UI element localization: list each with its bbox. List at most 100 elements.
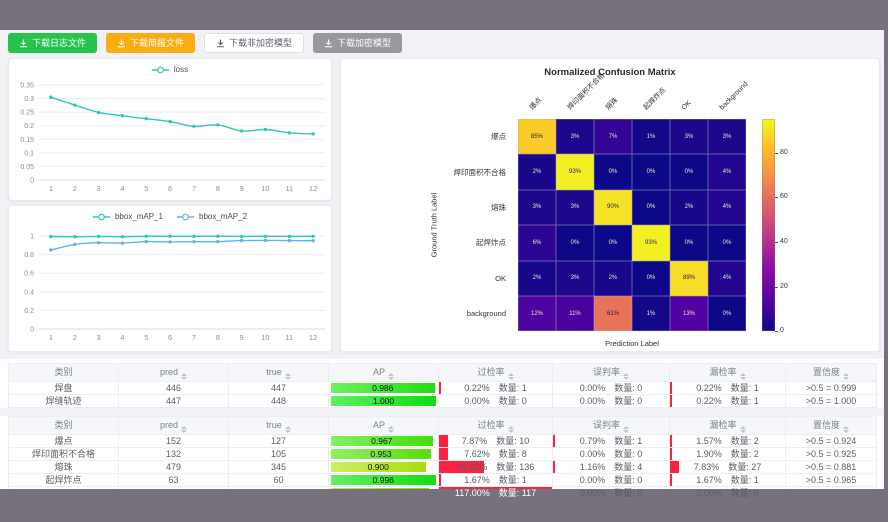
- ap-value: 0.986: [372, 383, 394, 393]
- column-header-置信度[interactable]: 置信度: [785, 363, 877, 382]
- matrix-cell-value: 11%: [569, 310, 581, 317]
- over-detection-rate-text: 0.00% 数量: 0: [464, 396, 527, 406]
- matrix-cell-value: 2%: [532, 169, 542, 176]
- svg-text:2: 2: [73, 184, 77, 193]
- metrics-section: 类别 pred true AP 过检率 误判率 漏检率 置信度 焊盘 446 447 0.986 0.2…: [0, 359, 884, 500]
- legend-label: bbox_mAP_2: [199, 212, 248, 221]
- ap-cell: 0.953: [328, 447, 439, 461]
- pred-cell: 446: [118, 381, 229, 395]
- bbox-map-chart-card: bbox_mAP_1 bbox_mAP_2 0 0.2 0.4 0.6 0.8 1 1 2 3 4 5 6…: [8, 205, 332, 352]
- column-header-误判率[interactable]: 误判率: [552, 363, 670, 382]
- colorbar-tick-mark: [775, 286, 778, 288]
- matrix-cell: 3%: [670, 119, 708, 155]
- over-detection-rate-text: 0.22% 数量: 1: [464, 383, 527, 393]
- sort-carets-icon[interactable]: [388, 373, 394, 380]
- svg-text:3: 3: [97, 184, 101, 193]
- ap-bar-fill: [331, 396, 436, 406]
- legend-item-loss[interactable]: loss: [151, 65, 188, 74]
- legend-line-icon: [151, 66, 169, 73]
- legend-item-bbox_mAP_2[interactable]: bbox_mAP_2: [177, 212, 247, 221]
- sort-carets-icon[interactable]: [284, 373, 291, 380]
- matrix-cell-value: 4%: [722, 204, 732, 211]
- row-label-焊印面积不合格: 焊印面积不合格: [453, 167, 507, 177]
- svg-text:0.15: 0.15: [20, 137, 34, 144]
- svg-text:0.6: 0.6: [24, 271, 34, 278]
- download-unencrypted-model-button[interactable]: 下载非加密模型: [204, 33, 305, 53]
- svg-text:10: 10: [261, 333, 269, 342]
- matrix-cell: 61%: [594, 296, 632, 332]
- download-report-button[interactable]: 下载简报文件: [106, 33, 196, 53]
- column-header-true[interactable]: true: [228, 416, 329, 435]
- pred-cell: 152: [118, 434, 229, 448]
- row-label-起焊炸点: 起焊炸点: [476, 238, 506, 248]
- matrix-cell: 2%: [670, 189, 708, 226]
- download-report-label: 下载简报文件: [130, 38, 185, 48]
- matrix-cell: 1%: [632, 119, 670, 155]
- sort-carets-icon[interactable]: [507, 373, 514, 380]
- table-row: 熔珠 479 345 0.900 39.42% 数量: 136 1.16% 数量: 4 7.83…: [8, 460, 877, 474]
- column-header-AP[interactable]: AP: [328, 416, 439, 435]
- column-header-AP[interactable]: AP: [328, 363, 439, 382]
- over-detection-rate-cell: 0.00% 数量: 0: [438, 394, 553, 408]
- sort-carets-icon[interactable]: [739, 373, 746, 380]
- svg-text:3: 3: [97, 333, 101, 342]
- confidence-cell: >0.5 = 0.924: [785, 434, 877, 448]
- legend-item-bbox_mAP_1[interactable]: bbox_mAP_1: [92, 212, 163, 221]
- over-detection-rate-bar: [439, 448, 448, 460]
- matrix-cell: 3%: [556, 260, 594, 296]
- over-detection-rate-bar: [439, 474, 441, 486]
- colorbar-tick-label: 20: [780, 282, 788, 290]
- sort-carets-icon[interactable]: [623, 373, 629, 380]
- legend-line-icon: [177, 213, 194, 220]
- sort-carets-icon[interactable]: [507, 426, 514, 433]
- sort-carets-icon[interactable]: [843, 426, 849, 433]
- sort-carets-icon[interactable]: [739, 426, 746, 433]
- matrix-cell: 2%: [518, 260, 556, 296]
- ap-bar-track: 0.996: [331, 475, 436, 485]
- sort-carets-icon[interactable]: [181, 373, 187, 380]
- true-cell: 105: [228, 447, 329, 461]
- pred-cell: 63: [118, 473, 229, 487]
- matrix-cell-value: 0%: [722, 310, 732, 317]
- pred-cell: 447: [118, 394, 229, 408]
- svg-text:0.1: 0.1: [24, 150, 34, 157]
- confidence-cell: >0.5 = 0.881: [785, 460, 877, 474]
- column-header-过检率[interactable]: 过检率: [438, 363, 553, 382]
- sort-carets-icon[interactable]: [388, 426, 394, 433]
- table-group-1: 类别 pred true AP 过检率 误判率 漏检率 置信度 焊盘 446 447 0.986 0.2…: [0, 363, 884, 408]
- colorbar: [762, 119, 775, 332]
- class-name-cell: 起焊炸点: [8, 473, 119, 487]
- download-encrypted-model-label: 下载加密模型: [337, 38, 392, 48]
- true-cell: 127: [228, 434, 329, 448]
- over-detection-rate-text: 117.00% 数量: 117: [454, 488, 537, 498]
- sort-carets-icon[interactable]: [181, 426, 187, 433]
- column-header-置信度[interactable]: 置信度: [785, 416, 877, 435]
- column-header-漏检率[interactable]: 漏检率: [669, 363, 786, 382]
- column-header-误判率[interactable]: 误判率: [552, 416, 670, 435]
- ap-bar-fill: [331, 462, 426, 472]
- download-log-button[interactable]: 下载日志文件: [8, 33, 98, 53]
- sort-carets-icon[interactable]: [284, 426, 291, 433]
- ap-bar-fill: [331, 436, 433, 446]
- matrix-cell-value: 7%: [608, 133, 618, 140]
- column-header-pred[interactable]: pred: [118, 416, 229, 435]
- row-label-爆点: 爆点: [491, 132, 506, 142]
- svg-text:0.4: 0.4: [24, 289, 34, 296]
- column-header-漏检率[interactable]: 漏检率: [669, 416, 786, 435]
- column-header-过检率[interactable]: 过检率: [438, 416, 553, 435]
- svg-text:1: 1: [49, 184, 53, 193]
- download-encrypted-model-button[interactable]: 下载加密模型: [313, 33, 403, 53]
- matrix-cell-value: 4%: [722, 275, 732, 282]
- ap-bar-track: 0.986: [331, 383, 436, 393]
- table-row: 爆点 152 127 0.967 7.87% 数量: 10 0.79% 数量: 1 1.57% 数…: [8, 434, 877, 448]
- bbox-map-chart: 00.20.40.60.811 2 3 4 5 6 7 8 9 10 11 12: [24, 234, 325, 342]
- true-cell: 60: [228, 473, 329, 487]
- col-label-熔珠: 熔珠: [604, 96, 620, 112]
- column-header-pred[interactable]: pred: [118, 363, 229, 382]
- confidence-cell: >0.5 = 0.999: [785, 381, 877, 395]
- heatmap-title: Normalized Confusion Matrix: [544, 67, 676, 78]
- column-header-true[interactable]: true: [228, 363, 329, 382]
- sort-carets-icon[interactable]: [843, 373, 849, 380]
- sort-carets-icon[interactable]: [623, 426, 629, 433]
- misjudge-rate-cell: 0.00% 数量: 0: [552, 473, 670, 487]
